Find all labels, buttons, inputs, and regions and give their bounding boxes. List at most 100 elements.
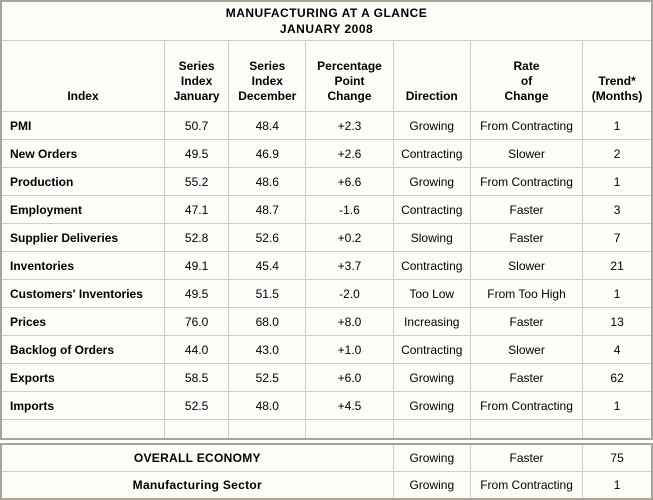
cell-direction: Growing (392, 363, 471, 392)
cell-change: +4.5 (305, 391, 394, 420)
cell-change: +1.0 (305, 335, 394, 364)
cell-index: Imports (0, 391, 165, 420)
table-row: Customers' Inventories 49.5 51.5 -2.0 Too Lo… (0, 279, 653, 308)
cell-jan: 47.1 (163, 195, 230, 224)
cell-trend: 1 (582, 111, 653, 140)
cell-index: Supplier Deliveries (0, 223, 165, 252)
table-row: Employment 47.1 48.7 -1.6 Contracting Faster 3 (0, 195, 653, 224)
cell-change: +6.0 (305, 363, 394, 392)
summary-cell-trend: 75 (582, 443, 653, 472)
spacer-cell (163, 419, 230, 440)
cell-index: Production (0, 167, 165, 196)
spacer-cell (228, 419, 307, 440)
summary-table: OVERALL ECONOMY Growing Faster 75 Manufactur… (0, 443, 653, 500)
cell-change: +2.6 (305, 139, 394, 168)
cell-jan: 49.1 (163, 251, 230, 280)
cell-dec: 48.0 (228, 391, 307, 420)
column-header-trend: Trend* (Months) (582, 40, 653, 112)
cell-dec: 52.5 (228, 363, 307, 392)
cell-rate: From Contracting (469, 167, 584, 196)
cell-trend: 7 (582, 223, 653, 252)
report-title-line1: MANUFACTURING AT A GLANCE (225, 6, 428, 20)
cell-change: +3.7 (305, 251, 394, 280)
cell-index: Backlog of Orders (0, 335, 165, 364)
column-header-january: Series Index January (163, 40, 230, 112)
table-row: PMI 50.7 48.4 +2.3 Growing From Contracting 1 (0, 111, 653, 140)
column-header-change: Percentage Point Change (305, 40, 394, 112)
spacer-row (0, 419, 653, 440)
cell-direction: Contracting (392, 195, 471, 224)
summary-cell-direction: Growing (392, 471, 471, 500)
cell-index: PMI (0, 111, 165, 140)
summary-label: Manufacturing Sector (0, 471, 394, 500)
cell-trend: 4 (582, 335, 653, 364)
title-row: MANUFACTURING AT A GLANCE JANUARY 2008 (0, 0, 653, 41)
summary-cell-direction: Growing (392, 443, 471, 472)
cell-rate: Faster (469, 363, 584, 392)
spacer-cell (305, 419, 394, 440)
cell-direction: Slowing (392, 223, 471, 252)
table-row: Production 55.2 48.6 +6.6 Growing From Contra… (0, 167, 653, 196)
cell-direction: Contracting (392, 251, 471, 280)
main-table: MANUFACTURING AT A GLANCE JANUARY 2008 I… (0, 0, 653, 440)
cell-jan: 50.7 (163, 111, 230, 140)
report-title-line2: JANUARY 2008 (279, 22, 374, 36)
cell-change: -1.6 (305, 195, 394, 224)
cell-dec: 48.7 (228, 195, 307, 224)
cell-change: +6.6 (305, 167, 394, 196)
cell-index: New Orders (0, 139, 165, 168)
cell-index: Prices (0, 307, 165, 336)
cell-dec: 68.0 (228, 307, 307, 336)
cell-rate: From Too High (469, 279, 584, 308)
cell-rate: Faster (469, 307, 584, 336)
cell-trend: 62 (582, 363, 653, 392)
cell-jan: 76.0 (163, 307, 230, 336)
cell-index: Employment (0, 195, 165, 224)
cell-trend: 1 (582, 391, 653, 420)
summary-label: OVERALL ECONOMY (0, 443, 394, 472)
cell-index: Exports (0, 363, 165, 392)
spacer-cell (392, 419, 471, 440)
cell-trend: 1 (582, 167, 653, 196)
spacer-cell (469, 419, 584, 440)
cell-dec: 45.4 (228, 251, 307, 280)
cell-rate: From Contracting (469, 391, 584, 420)
cell-rate: Slower (469, 251, 584, 280)
cell-direction: Growing (392, 167, 471, 196)
cell-jan: 49.5 (163, 279, 230, 308)
cell-dec: 51.5 (228, 279, 307, 308)
table-row: Exports 58.5 52.5 +6.0 Growing Faster 62 (0, 363, 653, 392)
spacer-cell (582, 419, 653, 440)
cell-jan: 58.5 (163, 363, 230, 392)
cell-dec: 52.6 (228, 223, 307, 252)
cell-change: +8.0 (305, 307, 394, 336)
cell-direction: Contracting (392, 335, 471, 364)
cell-trend: 1 (582, 279, 653, 308)
table-row: Backlog of Orders 44.0 43.0 +1.0 Contracting… (0, 335, 653, 364)
table-row: Prices 76.0 68.0 +8.0 Increasing Faster 13 (0, 307, 653, 336)
cell-rate: Faster (469, 195, 584, 224)
cell-direction: Too Low (392, 279, 471, 308)
cell-rate: From Contracting (469, 111, 584, 140)
cell-trend: 13 (582, 307, 653, 336)
cell-jan: 49.5 (163, 139, 230, 168)
column-header-direction: Direction (392, 40, 471, 112)
column-header-rate: Rate of Change (469, 40, 584, 112)
cell-dec: 48.6 (228, 167, 307, 196)
column-header-index: Index (0, 40, 165, 112)
cell-jan: 52.8 (163, 223, 230, 252)
cell-change: -2.0 (305, 279, 394, 308)
summary-cell-rate: Faster (469, 443, 584, 472)
cell-trend: 2 (582, 139, 653, 168)
table-row: Imports 52.5 48.0 +4.5 Growing From Contracti… (0, 391, 653, 420)
cell-jan: 55.2 (163, 167, 230, 196)
cell-direction: Contracting (392, 139, 471, 168)
table-row: Supplier Deliveries 52.8 52.6 +0.2 Slowing Fa… (0, 223, 653, 252)
report-title: MANUFACTURING AT A GLANCE JANUARY 2008 (0, 0, 653, 41)
cell-rate: Slower (469, 335, 584, 364)
cell-trend: 3 (582, 195, 653, 224)
summary-row: Manufacturing Sector Growing From Contract… (0, 471, 653, 500)
cell-rate: Slower (469, 139, 584, 168)
cell-direction: Growing (392, 391, 471, 420)
